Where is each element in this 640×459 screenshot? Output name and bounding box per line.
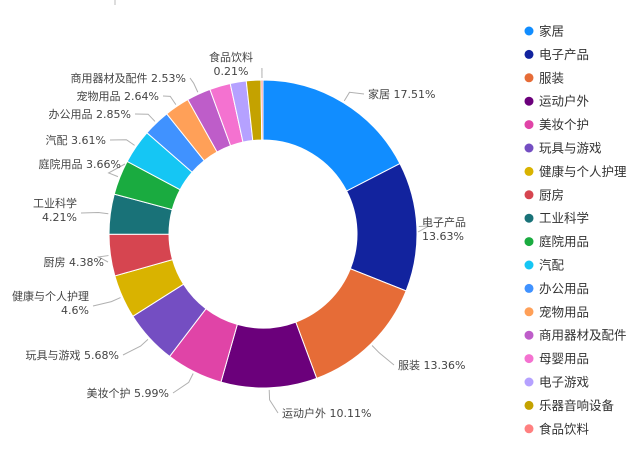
leader-line-服装 bbox=[371, 345, 395, 366]
legend-item-母婴用品[interactable]: 母婴用品 bbox=[539, 351, 589, 366]
leader-line-运动户外 bbox=[268, 389, 279, 414]
data-label-汽配: 汽配 3.61% bbox=[46, 133, 106, 147]
legend-marker-工业科学[interactable] bbox=[524, 213, 534, 223]
legend-item-食品饮料[interactable]: 食品饮料 bbox=[539, 421, 590, 436]
data-label-厨房: 厨房 4.38% bbox=[44, 256, 104, 269]
leader-line-工业科学 bbox=[80, 211, 109, 215]
legend-item-办公用品[interactable]: 办公用品 bbox=[539, 281, 589, 296]
donut-slices bbox=[108, 79, 418, 389]
legend-marker-办公用品[interactable] bbox=[524, 283, 534, 293]
leader-line-商用器材及配件 bbox=[189, 77, 199, 93]
legend-item-商用器材及配件[interactable]: 商用器材及配件 bbox=[539, 328, 627, 343]
data-label-商用器材及配件: 商用器材及配件 2.53% bbox=[71, 71, 186, 85]
legend-marker-厨房[interactable] bbox=[524, 190, 534, 200]
slice-食品饮料[interactable] bbox=[260, 79, 264, 141]
legend-item-运动户外[interactable]: 运动户外 bbox=[539, 94, 590, 109]
legend-item-乐器音响设备[interactable]: 乐器音响设备 bbox=[539, 398, 615, 413]
leader-line-电子产品 bbox=[417, 225, 430, 233]
legend-marker-商用器材及配件[interactable] bbox=[524, 330, 534, 340]
legend-marker-运动户外[interactable] bbox=[524, 96, 534, 106]
legend-marker-汽配[interactable] bbox=[524, 260, 534, 270]
data-label-value-食品饮料: 0.21% bbox=[214, 65, 249, 78]
legend-item-汽配[interactable]: 汽配 bbox=[539, 258, 565, 273]
legend-marker-电子产品[interactable] bbox=[524, 49, 534, 59]
legend-marker-玩具与游戏[interactable] bbox=[524, 143, 534, 153]
legend-item-玩具与游戏[interactable]: 玩具与游戏 bbox=[539, 141, 602, 156]
legend-item-电子产品[interactable]: 电子产品 bbox=[539, 47, 589, 62]
legend-item-庭院用品[interactable]: 庭院用品 bbox=[539, 234, 589, 249]
data-label-服装: 服装 13.36% bbox=[398, 359, 465, 372]
legend-item-宠物用品[interactable]: 宠物用品 bbox=[539, 304, 589, 319]
data-label-运动户外: 运动户外 10.11% bbox=[282, 406, 371, 420]
data-label-家居: 家居 17.51% bbox=[368, 87, 435, 101]
data-label-name-食品饮料: 食品饮料 bbox=[209, 50, 253, 64]
leader-line-家居 bbox=[343, 91, 365, 102]
leader-line-健康与个人护理 bbox=[92, 297, 121, 307]
leader-line-玩具与游戏 bbox=[122, 338, 149, 356]
data-label-name-工业科学: 工业科学 bbox=[33, 196, 77, 210]
data-label-value-工业科学: 4.21% bbox=[42, 211, 77, 224]
leader-line-宠物用品 bbox=[162, 95, 177, 105]
data-label-美妆个护: 美妆个护 5.99% bbox=[87, 386, 169, 400]
data-label-庭院用品: 庭院用品 3.66% bbox=[39, 157, 121, 171]
data-label-宠物用品: 宠物用品 2.64% bbox=[77, 89, 159, 103]
legend-marker-服装[interactable] bbox=[524, 73, 534, 83]
legend-marker-电子游戏[interactable] bbox=[524, 377, 534, 387]
legend-item-健康与个人护理[interactable]: 健康与个人护理 bbox=[539, 164, 627, 179]
legend-marker-母婴用品[interactable] bbox=[524, 354, 534, 364]
legend-marker-宠物用品[interactable] bbox=[524, 307, 534, 317]
legend-item-服装[interactable]: 服装 bbox=[539, 70, 564, 85]
data-label-name-电子产品: 电子产品 bbox=[422, 215, 466, 229]
leader-line-汽配 bbox=[109, 139, 135, 146]
leader-line-办公用品 bbox=[134, 113, 156, 122]
legend-item-厨房[interactable]: 厨房 bbox=[539, 187, 564, 202]
data-label-value-电子产品: 13.63% bbox=[422, 230, 464, 243]
legend-marker-食品饮料[interactable] bbox=[524, 424, 534, 434]
data-label-办公用品: 办公用品 2.85% bbox=[49, 108, 131, 121]
legend-marker-乐器音响设备[interactable] bbox=[524, 400, 534, 410]
legend: 家居电子产品服装运动户外美妆个护玩具与游戏健康与个人护理厨房工业科学庭院用品汽配… bbox=[524, 24, 627, 436]
leader-lines bbox=[80, 67, 430, 414]
legend-marker-家居[interactable] bbox=[524, 26, 534, 36]
legend-marker-庭院用品[interactable] bbox=[524, 237, 534, 247]
legend-marker-美妆个护[interactable] bbox=[524, 120, 534, 130]
legend-marker-健康与个人护理[interactable] bbox=[524, 166, 534, 176]
legend-item-家居[interactable]: 家居 bbox=[539, 24, 564, 39]
legend-item-电子游戏[interactable]: 电子游戏 bbox=[539, 375, 589, 390]
data-label-value-健康与个人护理: 4.6% bbox=[61, 304, 89, 317]
leader-line-厨房 bbox=[97, 255, 109, 263]
legend-item-美妆个护[interactable]: 美妆个护 bbox=[539, 117, 589, 132]
data-label-name-健康与个人护理: 健康与个人护理 bbox=[12, 289, 89, 303]
leader-line-庭院用品 bbox=[107, 163, 126, 178]
leader-line-美妆个护 bbox=[172, 373, 194, 394]
legend-item-工业科学[interactable]: 工业科学 bbox=[539, 211, 589, 226]
data-label-玩具与游戏: 玩具与游戏 5.68% bbox=[26, 349, 119, 362]
